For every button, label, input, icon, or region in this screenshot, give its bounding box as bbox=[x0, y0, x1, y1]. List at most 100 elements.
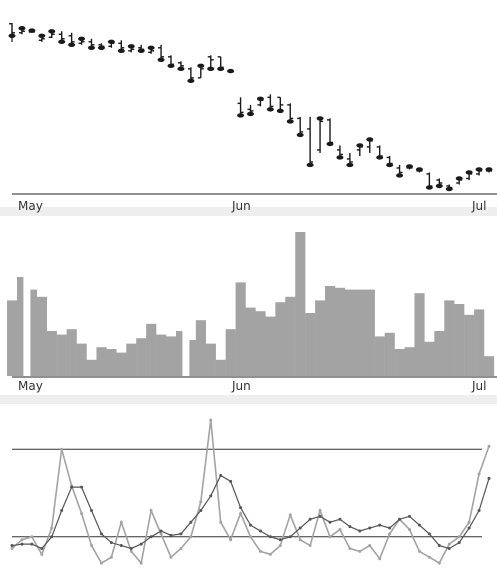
candle-marker bbox=[127, 44, 135, 49]
candle-marker bbox=[296, 132, 304, 138]
oscillator-point bbox=[348, 546, 352, 550]
oscillator-point bbox=[229, 538, 233, 542]
candle-marker bbox=[137, 48, 145, 53]
candle bbox=[177, 61, 185, 72]
oscillator-point bbox=[219, 520, 223, 524]
oscillator-point bbox=[298, 526, 302, 530]
candle-marker bbox=[346, 162, 354, 168]
volume-bar bbox=[16, 277, 28, 376]
volume-gap bbox=[182, 227, 190, 376]
candle bbox=[256, 96, 264, 107]
candle bbox=[247, 104, 254, 117]
candle-marker bbox=[68, 42, 76, 47]
oscillator-point bbox=[288, 535, 292, 539]
oscillator-point bbox=[119, 520, 123, 524]
oscillator-point bbox=[60, 447, 64, 451]
volume-bar bbox=[146, 323, 157, 376]
candle-marker bbox=[107, 39, 115, 44]
candle-marker bbox=[28, 28, 36, 33]
oscillator-point bbox=[209, 494, 213, 498]
oscillator-point bbox=[427, 532, 431, 536]
candle-marker bbox=[266, 107, 274, 112]
volume-bar bbox=[36, 296, 47, 376]
candle-marker bbox=[256, 96, 264, 102]
oscillator-point bbox=[278, 538, 282, 542]
oscillator-point bbox=[50, 526, 54, 530]
candle-marker bbox=[187, 78, 195, 84]
oscillator-point bbox=[90, 544, 93, 548]
oscillator-point bbox=[239, 506, 243, 510]
volume-bar bbox=[474, 309, 485, 376]
oscillator-point bbox=[308, 517, 312, 521]
oscillator-point bbox=[338, 517, 342, 521]
candle bbox=[336, 145, 344, 160]
oscillator-point bbox=[159, 529, 163, 533]
oscillator-point bbox=[179, 532, 183, 536]
oscillator-point bbox=[388, 532, 392, 536]
volume-bar bbox=[424, 341, 435, 376]
candle bbox=[346, 152, 354, 168]
candle-marker bbox=[286, 119, 294, 124]
volume-bar bbox=[46, 331, 57, 376]
candle-marker bbox=[465, 170, 473, 175]
candle-marker bbox=[167, 63, 175, 69]
volume-bar bbox=[76, 343, 87, 376]
price-x-tick-label: Jun bbox=[231, 199, 251, 213]
volume-bar bbox=[384, 332, 395, 376]
oscillator-point bbox=[99, 532, 103, 536]
oscillator-point bbox=[209, 418, 213, 422]
volume-bar bbox=[215, 359, 226, 376]
price-x-tick-label: Jul bbox=[471, 199, 486, 213]
volume-bar bbox=[434, 331, 445, 376]
candle bbox=[435, 178, 443, 189]
oscillator-point bbox=[70, 485, 74, 489]
oscillator-point bbox=[368, 544, 372, 548]
candle bbox=[157, 44, 165, 63]
oscillator-point bbox=[219, 473, 223, 477]
candle bbox=[127, 44, 135, 53]
candle bbox=[237, 97, 245, 118]
candle bbox=[227, 68, 235, 74]
candle bbox=[455, 176, 463, 185]
candle-marker bbox=[207, 66, 215, 72]
candle bbox=[465, 170, 473, 180]
volume-bar bbox=[245, 307, 256, 376]
volume-bar bbox=[205, 343, 216, 376]
oscillator-point bbox=[149, 535, 153, 539]
candle-marker bbox=[247, 111, 254, 117]
candle bbox=[207, 55, 215, 72]
candle-marker bbox=[415, 167, 423, 172]
oscillator-point bbox=[30, 542, 34, 546]
oscillator-point bbox=[159, 532, 163, 536]
oscillator-point bbox=[467, 520, 471, 524]
oscillator-point bbox=[189, 535, 193, 539]
candle bbox=[356, 143, 364, 156]
candle-marker bbox=[366, 137, 374, 142]
price-x-tick-label: May bbox=[18, 199, 43, 213]
volume-bar bbox=[136, 338, 147, 376]
oscillator-point bbox=[408, 514, 411, 518]
oscillator-point bbox=[40, 552, 44, 556]
volume-bar bbox=[484, 356, 495, 376]
candle-marker bbox=[376, 155, 384, 160]
volume-bar bbox=[86, 359, 97, 376]
candle-marker bbox=[326, 141, 334, 147]
candle-marker bbox=[306, 162, 314, 168]
volume-bar bbox=[334, 287, 346, 376]
candle bbox=[68, 32, 76, 47]
oscillator-point bbox=[477, 472, 481, 476]
panel-separator bbox=[0, 395, 497, 404]
oscillator-point bbox=[119, 544, 123, 548]
candle-marker bbox=[435, 183, 443, 189]
candle-marker bbox=[227, 68, 235, 74]
oscillator-point bbox=[378, 523, 382, 527]
candle bbox=[396, 164, 404, 178]
oscillator-point bbox=[368, 526, 372, 530]
oscillator-point bbox=[169, 555, 173, 559]
oscillator-point bbox=[467, 526, 471, 530]
oscillator-point bbox=[129, 549, 133, 553]
volume-bar bbox=[225, 329, 236, 376]
volume-panel bbox=[7, 227, 495, 376]
candle-marker bbox=[356, 143, 364, 148]
